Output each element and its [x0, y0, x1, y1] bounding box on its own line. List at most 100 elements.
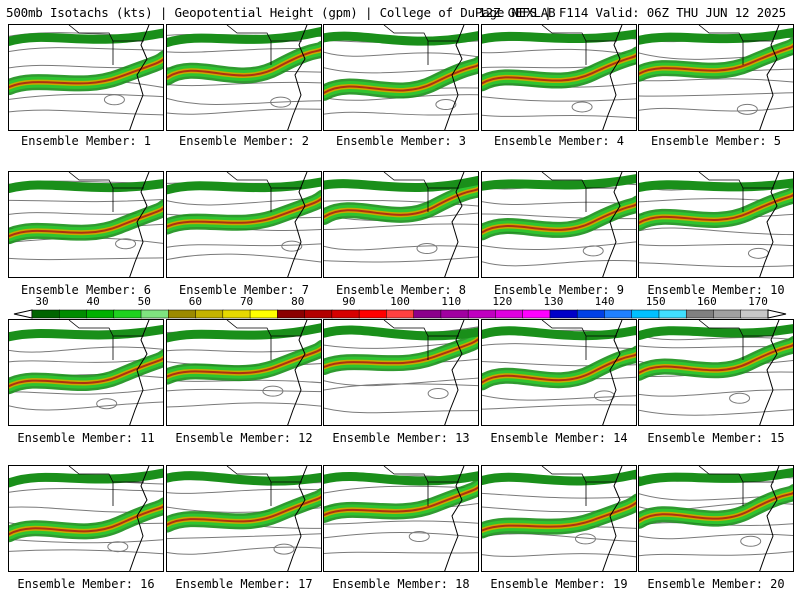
jet-streak — [639, 491, 793, 522]
closed-contour — [747, 247, 769, 259]
coastline — [602, 466, 623, 571]
coastline — [759, 25, 780, 130]
height-contour — [9, 488, 163, 493]
map-canvas — [9, 25, 163, 130]
member-label: Ensemble Member: 5 — [650, 134, 782, 148]
coastline — [444, 320, 465, 425]
height-contour — [167, 388, 321, 393]
colorbar-swatch — [440, 309, 469, 319]
jet-streak — [639, 27, 793, 45]
height-contour — [9, 387, 163, 395]
member-label: Ensemble Member: 1 — [20, 134, 152, 148]
political-border — [226, 466, 302, 506]
jet-streak — [324, 486, 478, 517]
height-contour — [9, 93, 163, 100]
height-contour — [482, 492, 636, 499]
height-contour — [167, 108, 321, 115]
member-label: Ensemble Member: 16 — [17, 577, 155, 591]
height-contour — [482, 553, 636, 558]
map-canvas — [482, 320, 636, 425]
jet-streak — [9, 207, 163, 238]
map-title: 500mb Isotachs (kts) | Geopotential Heig… — [6, 5, 556, 20]
height-contour — [639, 389, 793, 397]
ensemble-member-map — [166, 319, 322, 426]
height-contour — [324, 111, 478, 116]
colorbar-swatch — [168, 309, 197, 319]
jet-streak — [324, 325, 478, 341]
colorbar-tick-label: 110 — [441, 295, 462, 308]
ensemble-member-map — [323, 24, 479, 131]
coastline — [129, 320, 150, 425]
colorbar-swatch — [467, 309, 497, 319]
member-label: Ensemble Member: 7 — [178, 283, 310, 297]
closed-contour — [408, 530, 430, 542]
member-label: Ensemble Member: 6 — [20, 283, 152, 297]
jet-streak — [482, 54, 636, 85]
political-border — [226, 320, 302, 360]
colorbar-swatch — [740, 309, 769, 319]
coastline — [444, 466, 465, 571]
height-contour — [639, 243, 793, 247]
map-header: 500mb Isotachs (kts) | Geopotential Heig… — [6, 5, 794, 21]
coastline — [287, 25, 308, 130]
colorbar-tick-label: 130 — [543, 295, 564, 308]
height-contour — [324, 223, 478, 230]
jet-streak — [167, 48, 321, 79]
coastline — [602, 172, 623, 277]
colorbar-tick-label: 170 — [748, 295, 768, 308]
colorbar-swatch — [495, 309, 524, 319]
political-border — [541, 320, 617, 360]
political-border — [698, 320, 774, 360]
political-border — [698, 25, 774, 65]
political-border — [541, 25, 617, 65]
map-canvas — [639, 25, 793, 130]
ensemble-member-map — [8, 171, 164, 278]
closed-contour — [270, 96, 292, 108]
political-border — [383, 466, 459, 506]
jet-streak — [324, 31, 478, 46]
jet-streak — [9, 357, 163, 388]
closed-contour — [740, 535, 762, 547]
colorbar-tick-label: 100 — [390, 295, 410, 308]
closed-contour — [273, 543, 295, 555]
map-canvas — [639, 172, 793, 277]
jet-streak — [167, 197, 321, 228]
height-contour — [167, 533, 321, 540]
height-contour — [324, 551, 478, 555]
height-contour — [167, 197, 321, 206]
height-contour — [639, 533, 793, 540]
colorbar-swatch — [685, 309, 715, 319]
member-label: Ensemble Member: 3 — [335, 134, 467, 148]
height-contour — [324, 383, 478, 391]
member-label: Ensemble Member: 2 — [178, 134, 310, 148]
jet-streak — [639, 324, 793, 341]
height-contour — [167, 253, 321, 263]
member-label: Ensemble Member: 14 — [490, 431, 628, 445]
height-contour — [639, 335, 793, 341]
height-contour — [482, 533, 636, 542]
map-canvas — [324, 320, 478, 425]
height-contour — [9, 549, 163, 555]
closed-contour — [103, 94, 125, 106]
political-border — [383, 25, 459, 65]
jet-streak — [9, 58, 163, 89]
jet-streak — [639, 467, 793, 487]
ensemble-member-map — [166, 465, 322, 572]
height-contour — [9, 47, 163, 53]
closed-contour — [427, 388, 449, 400]
colorbar-swatch — [195, 309, 224, 319]
coastline — [129, 172, 150, 277]
closed-contour — [582, 245, 604, 257]
height-contour — [324, 531, 478, 539]
ensemble-member-map — [481, 24, 637, 131]
colorbar-tick-label: 40 — [86, 295, 100, 308]
member-label: Ensemble Member: 19 — [490, 577, 628, 591]
ensemble-member-map — [8, 24, 164, 131]
colorbar-tick-label: 140 — [594, 295, 615, 308]
height-contour — [639, 409, 793, 416]
ensemble-member-map — [323, 319, 479, 426]
jet-streak — [167, 495, 321, 526]
height-contour — [167, 488, 321, 494]
jet-streak — [9, 324, 163, 342]
map-canvas — [167, 320, 321, 425]
